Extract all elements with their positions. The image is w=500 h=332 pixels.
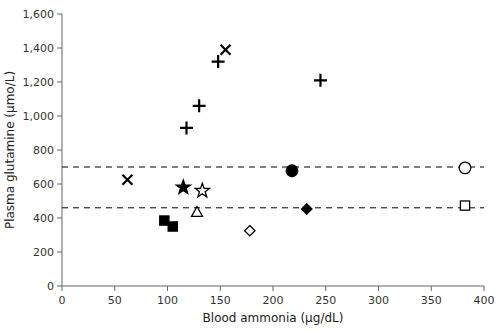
x-tick: 350 (421, 286, 442, 307)
x-tick-mark (325, 286, 326, 291)
y-tick-mark (57, 252, 62, 253)
y-tick: 1,000 (23, 110, 63, 123)
series (302, 204, 312, 214)
point (180, 121, 193, 134)
y-tick: 800 (33, 144, 62, 157)
series (459, 162, 471, 174)
x-tick-mark (378, 286, 379, 291)
point (221, 45, 231, 55)
x-tick-label: 50 (108, 294, 122, 307)
x-tick-label: 350 (421, 294, 442, 307)
point (176, 180, 190, 194)
point (193, 99, 206, 112)
y-tick: 1,200 (23, 76, 63, 89)
point (460, 201, 469, 210)
y-tick: 1,400 (23, 42, 63, 55)
y-tick-label: 1,600 (23, 8, 55, 21)
y-tick-mark (57, 286, 62, 287)
plot-area (62, 45, 484, 236)
point (212, 55, 225, 68)
point (192, 207, 203, 217)
series (195, 183, 209, 197)
y-tick-mark (57, 82, 62, 83)
x-tick: 200 (263, 286, 284, 307)
reference-line (62, 167, 484, 168)
point (245, 226, 255, 236)
x-tick-mark (167, 286, 168, 291)
series (245, 226, 255, 236)
y-axis: 0 200 400 600 800 1,000 1,200 1,400 1,600 (23, 8, 63, 293)
y-tick-label: 600 (33, 178, 54, 191)
x-tick: 150 (210, 286, 231, 307)
y-tick-label: 0 (47, 280, 54, 293)
x-tick-label: 200 (263, 294, 284, 307)
series (122, 45, 230, 185)
point (302, 204, 312, 214)
x-tick-label: 0 (59, 294, 66, 307)
point (122, 175, 132, 185)
y-tick-mark (57, 48, 62, 49)
y-tick-label: 1,400 (23, 42, 55, 55)
y-tick-mark (57, 14, 62, 15)
series (176, 180, 190, 194)
x-tick-mark (62, 286, 63, 291)
y-tick-label: 1,000 (23, 110, 55, 123)
x-tick-label: 400 (474, 294, 495, 307)
x-tick: 250 (315, 286, 336, 307)
x-tick-label: 100 (157, 294, 178, 307)
point (195, 183, 209, 197)
series (160, 216, 178, 231)
y-tick: 600 (33, 178, 62, 191)
y-tick: 400 (33, 212, 62, 225)
y-axis-label: Plasma glutamine (μmo/L) (3, 71, 17, 229)
y-tick-mark (57, 116, 62, 117)
series (286, 165, 298, 177)
series (180, 55, 327, 134)
point (459, 162, 471, 174)
y-tick-label: 200 (33, 246, 54, 259)
x-tick-label: 300 (368, 294, 389, 307)
series (460, 201, 469, 210)
y-axis-line (62, 14, 63, 286)
y-tick: 200 (33, 246, 62, 259)
reference-line (62, 207, 484, 208)
x-tick: 300 (368, 286, 389, 307)
y-tick-mark (57, 184, 62, 185)
x-axis-label: Blood ammonia (μg/dL) (203, 311, 344, 325)
x-tick: 0 (59, 286, 66, 307)
x-tick-mark (220, 286, 221, 291)
point (286, 165, 298, 177)
y-tick: 1,600 (23, 8, 63, 21)
x-tick-label: 250 (315, 294, 336, 307)
y-tick-mark (57, 150, 62, 151)
x-tick-label: 150 (210, 294, 231, 307)
x-tick: 50 (108, 286, 122, 307)
point (168, 222, 177, 231)
x-axis: 0 50 100 150 200 250 300 350 400 (59, 286, 495, 307)
point (314, 74, 327, 87)
x-tick-mark (273, 286, 274, 291)
y-tick-label: 800 (33, 144, 54, 157)
y-tick-mark (57, 218, 62, 219)
x-tick-mark (484, 286, 485, 291)
y-tick-label: 1,200 (23, 76, 55, 89)
x-axis-line (62, 286, 484, 287)
x-tick-mark (114, 286, 115, 291)
y-tick: 0 (47, 280, 62, 293)
series (192, 207, 203, 217)
y-tick-label: 400 (33, 212, 54, 225)
chart: 0 50 100 150 200 250 300 350 400 0 200 400 600 800 1,0… (0, 0, 500, 332)
x-tick: 100 (157, 286, 178, 307)
x-tick-mark (431, 286, 432, 291)
x-tick: 400 (474, 286, 495, 307)
